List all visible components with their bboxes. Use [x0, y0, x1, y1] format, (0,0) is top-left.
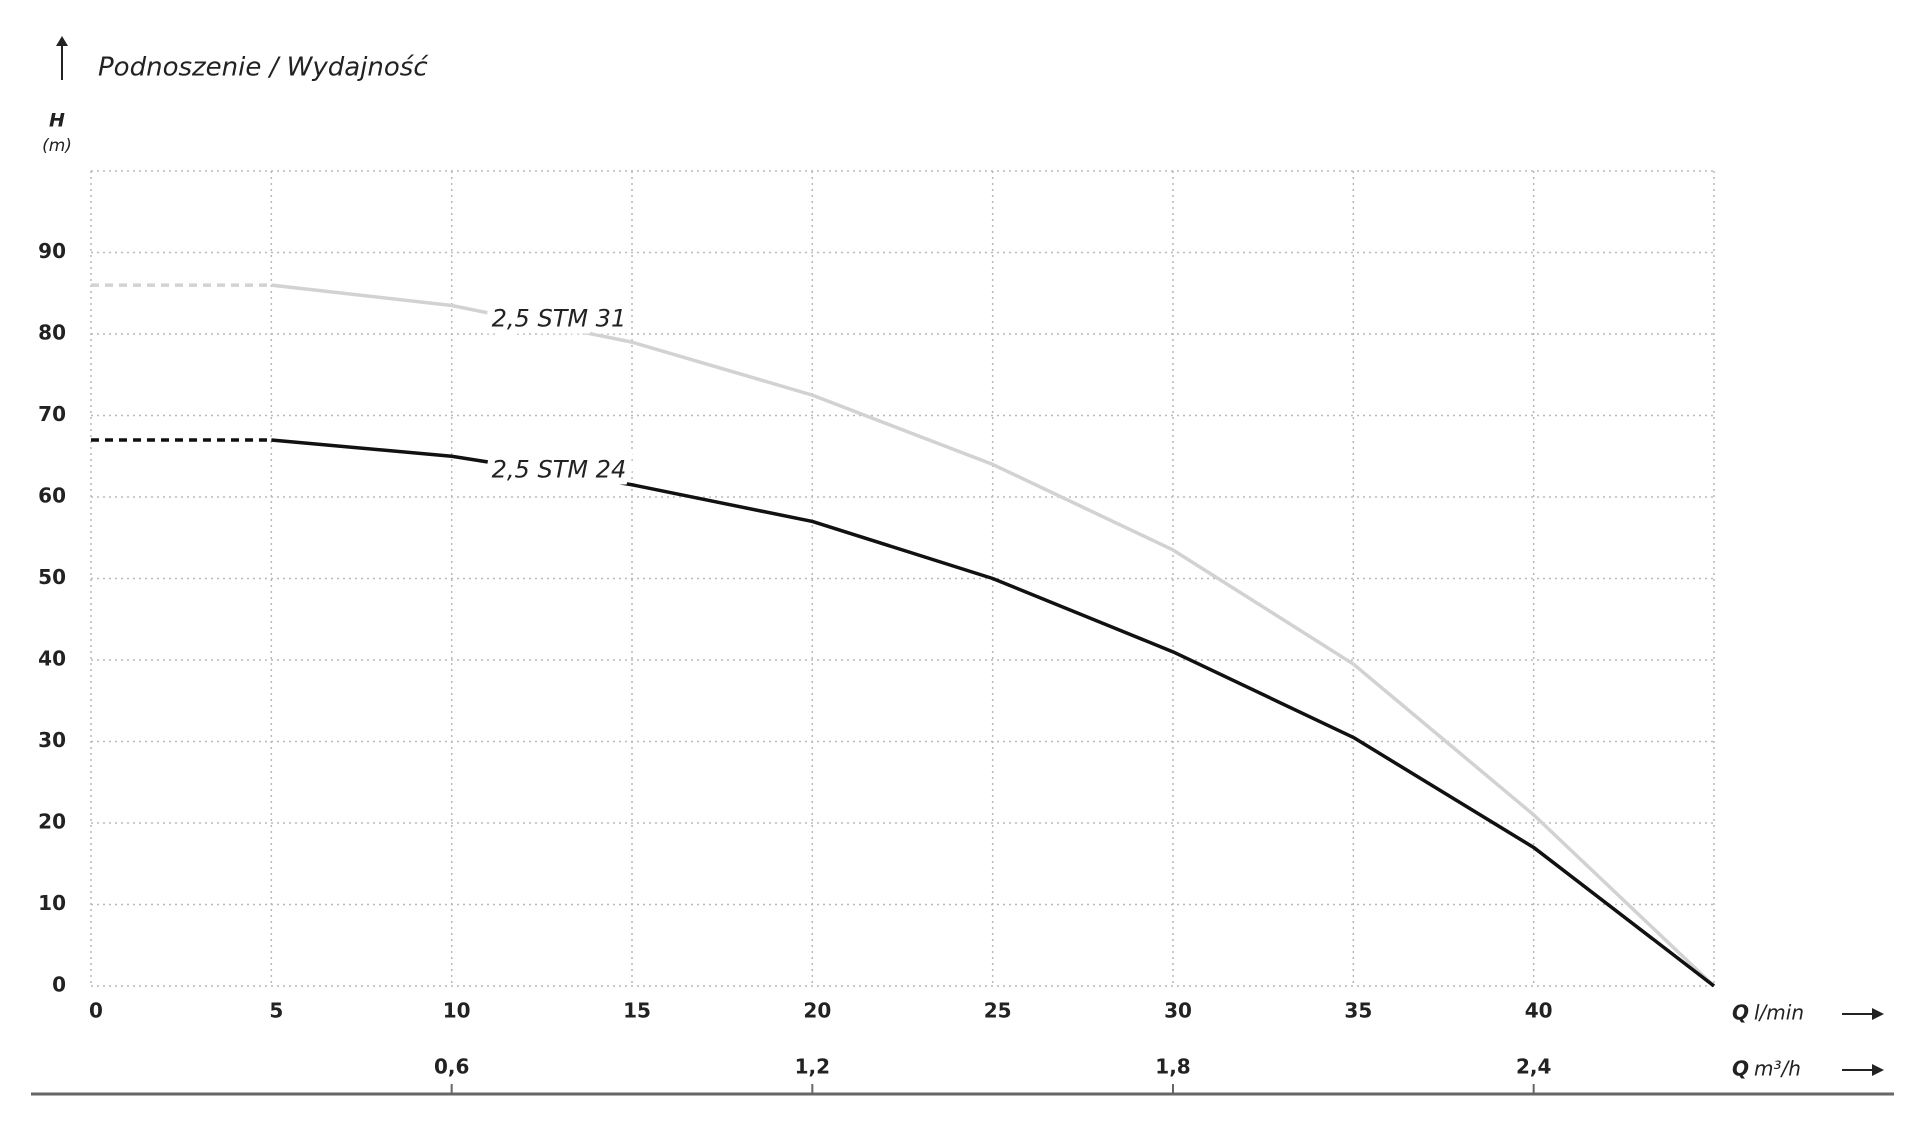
x-tick-label: 0	[89, 999, 103, 1023]
y-label: H	[49, 110, 65, 132]
chart-title: Podnoszenie / Wydajność	[98, 53, 429, 83]
x-tick-label: 15	[623, 999, 651, 1023]
x-tick-label: 10	[443, 999, 471, 1023]
x2-tick-label: 1,2	[795, 1055, 830, 1079]
up-arrow-head	[56, 36, 68, 46]
x-label-unit: l/min	[1754, 1001, 1804, 1025]
y-tick-label: 50	[38, 565, 66, 589]
x-tick-label: 5	[269, 999, 283, 1023]
y-tick-label: 80	[38, 321, 66, 345]
x-tick-label: 35	[1344, 999, 1372, 1023]
x2-arrow-head	[1872, 1064, 1884, 1076]
y-tick-label: 10	[38, 891, 66, 915]
y-tick-label: 20	[38, 810, 66, 834]
x-label-symbol: Q	[1732, 1001, 1749, 1025]
x2-tick-label: 1,8	[1155, 1055, 1190, 1079]
y-tick-label: 70	[38, 402, 66, 426]
y-unit: (m)	[42, 136, 72, 156]
x-tick-label: 30	[1164, 999, 1192, 1023]
x-arrow-head	[1872, 1008, 1884, 1020]
x-tick-label: 20	[803, 999, 831, 1023]
y-tick-label: 40	[38, 647, 66, 671]
x2-tick-label: 0,6	[434, 1055, 469, 1079]
y-tick-label: 60	[38, 484, 66, 508]
x2-label-unit: m³/h	[1754, 1057, 1801, 1081]
x2-label-symbol: Q	[1732, 1057, 1749, 1081]
y-tick-label: 0	[52, 973, 66, 997]
x-tick-label: 25	[984, 999, 1012, 1023]
series-line	[271, 283, 1716, 988]
x2-tick-label: 2,4	[1516, 1055, 1551, 1079]
y-tick-label: 90	[38, 239, 66, 263]
y-tick-label: 30	[38, 728, 66, 752]
series-label: 2,5 STM 24	[492, 455, 627, 483]
series-label: 2,5 STM 31	[492, 304, 627, 332]
series-line	[271, 438, 1716, 988]
x-tick-label: 40	[1525, 999, 1553, 1023]
